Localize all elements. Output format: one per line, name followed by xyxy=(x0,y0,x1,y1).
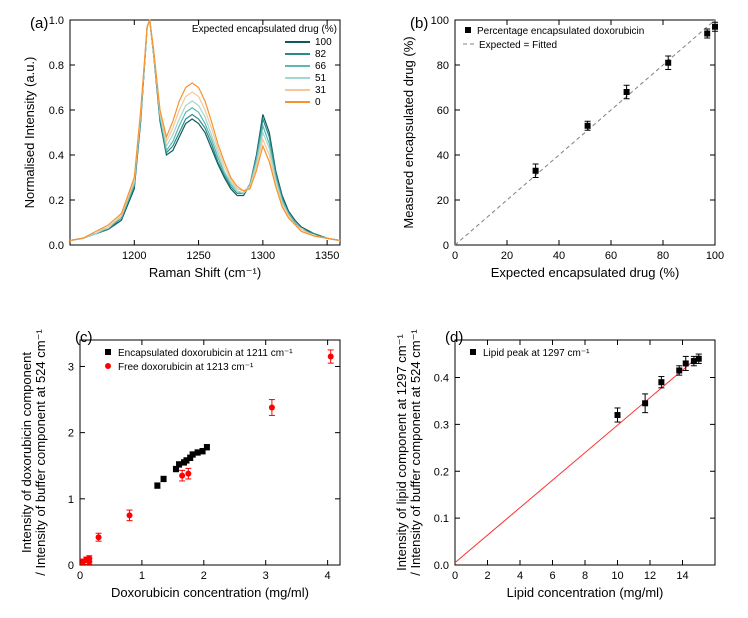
panel-c: (c) 0 1 2 3 4 0 1 2 3 Doxorubicin concentration (m… xyxy=(19,329,340,600)
svg-text:51: 51 xyxy=(315,73,327,84)
panel-a: (a) 1200 1250 1300 1350 0.0 0.2 0.4 0.6 0.8 1.0 Ram… xyxy=(22,15,340,280)
svg-text:1300: 1300 xyxy=(251,250,275,262)
svg-text:0: 0 xyxy=(443,240,449,252)
svg-text:Expected encapsulated drug (%): Expected encapsulated drug (%) xyxy=(192,24,337,35)
svg-text:14: 14 xyxy=(676,570,688,582)
svg-text:Raman Shift (cm⁻¹): Raman Shift (cm⁻¹) xyxy=(149,265,261,280)
svg-text:Measured encapsulated drug (%): Measured encapsulated drug (%) xyxy=(401,36,416,228)
svg-text:31: 31 xyxy=(315,85,327,96)
svg-text:Doxorubicin concentration (mg/: Doxorubicin concentration (mg/ml) xyxy=(111,585,309,600)
svg-text:82: 82 xyxy=(315,49,327,60)
svg-text:Normalised Intensity (a.u.): Normalised Intensity (a.u.) xyxy=(22,57,37,209)
svg-text:0: 0 xyxy=(77,570,83,582)
svg-text:0.0: 0.0 xyxy=(49,240,64,252)
svg-text:80: 80 xyxy=(657,250,669,262)
svg-text:6: 6 xyxy=(549,570,555,582)
svg-text:0.0: 0.0 xyxy=(434,560,449,572)
svg-text:1200: 1200 xyxy=(122,250,146,262)
svg-text:Lipid peak at 1297 cm⁻¹: Lipid peak at 1297 cm⁻¹ xyxy=(483,348,590,359)
svg-text:1: 1 xyxy=(139,570,145,582)
svg-text:0: 0 xyxy=(68,560,74,572)
svg-text:3: 3 xyxy=(68,361,74,373)
svg-text:20: 20 xyxy=(501,250,513,262)
svg-text:1350: 1350 xyxy=(315,250,339,262)
svg-text:Intensity of lipid component a: Intensity of lipid component at 1297 cm⁻… xyxy=(394,329,423,576)
svg-text:60: 60 xyxy=(437,105,449,117)
svg-text:(a): (a) xyxy=(30,15,48,32)
svg-text:0: 0 xyxy=(315,97,321,108)
svg-text:60: 60 xyxy=(605,250,617,262)
svg-text:12: 12 xyxy=(644,570,656,582)
panel-b: (b) 0 20 40 60 80 100 0 20 40 60 80 100 Expected enca… xyxy=(401,15,724,280)
svg-text:0: 0 xyxy=(452,570,458,582)
svg-text:Intensity of doxorubicin compo: Intensity of doxorubicin component/ Inte… xyxy=(19,329,48,576)
svg-text:0.4: 0.4 xyxy=(49,150,64,162)
svg-text:40: 40 xyxy=(437,150,449,162)
svg-text:4: 4 xyxy=(517,570,523,582)
svg-text:2: 2 xyxy=(201,570,207,582)
svg-text:Expected = Fitted: Expected = Fitted xyxy=(479,40,557,51)
svg-text:0.2: 0.2 xyxy=(434,466,449,478)
panel-d: (d) 0 2 4 6 8 10 12 14 0.0 0.1 0.2 0.3 0.4 Lipid conce… xyxy=(394,329,715,600)
svg-text:40: 40 xyxy=(553,250,565,262)
svg-text:100: 100 xyxy=(315,37,332,48)
svg-text:0.6: 0.6 xyxy=(49,105,64,117)
svg-text:1: 1 xyxy=(68,494,74,506)
svg-text:4: 4 xyxy=(325,570,331,582)
svg-text:8: 8 xyxy=(582,570,588,582)
svg-text:0.3: 0.3 xyxy=(434,419,449,431)
svg-text:100: 100 xyxy=(431,15,449,27)
svg-text:66: 66 xyxy=(315,61,327,72)
svg-text:Lipid concentration (mg/ml): Lipid concentration (mg/ml) xyxy=(507,585,664,600)
svg-text:20: 20 xyxy=(437,195,449,207)
svg-text:(b): (b) xyxy=(410,15,428,32)
svg-text:0.1: 0.1 xyxy=(434,513,449,525)
svg-text:0: 0 xyxy=(452,250,458,262)
svg-text:2: 2 xyxy=(484,570,490,582)
svg-text:(d): (d) xyxy=(445,329,463,346)
svg-text:0.2: 0.2 xyxy=(49,195,64,207)
svg-text:10: 10 xyxy=(611,570,623,582)
svg-text:Free doxorubicin at 1213 cm⁻¹: Free doxorubicin at 1213 cm⁻¹ xyxy=(118,362,254,373)
svg-text:Expected encapsulated drug (%): Expected encapsulated drug (%) xyxy=(491,265,680,280)
figure-panels: (a)12001250130013500.00.20.40.60.81.0Ram… xyxy=(0,0,748,618)
svg-text:3: 3 xyxy=(263,570,269,582)
svg-text:Percentage encapsulated doxoru: Percentage encapsulated doxorubicin xyxy=(477,26,644,37)
svg-text:1250: 1250 xyxy=(186,250,210,262)
svg-text:0.8: 0.8 xyxy=(49,60,64,72)
svg-text:80: 80 xyxy=(437,60,449,72)
svg-text:(c): (c) xyxy=(75,329,93,346)
svg-text:2: 2 xyxy=(68,428,74,440)
svg-text:100: 100 xyxy=(706,250,724,262)
svg-text:Encapsulated doxorubicin at 12: Encapsulated doxorubicin at 1211 cm⁻¹ xyxy=(118,348,293,359)
svg-text:1.0: 1.0 xyxy=(49,15,64,27)
svg-text:0.4: 0.4 xyxy=(434,373,449,385)
